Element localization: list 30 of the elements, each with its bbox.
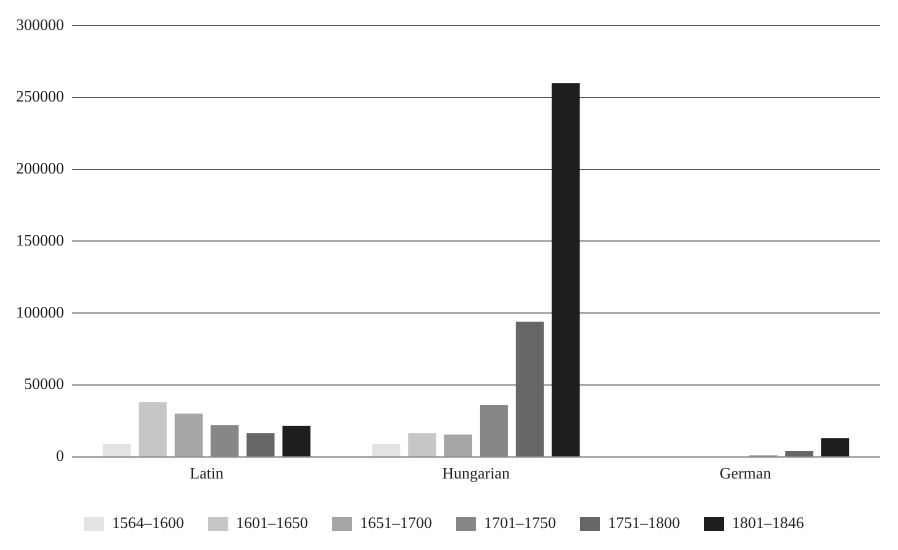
bar	[785, 451, 814, 456]
bar	[372, 444, 400, 456]
bar	[282, 426, 310, 456]
x-tick-label: Latin	[190, 466, 224, 483]
bar	[210, 425, 239, 456]
bar	[408, 433, 436, 456]
y-tick-label: 50000	[24, 376, 64, 394]
y-tick-label: 300000	[16, 16, 64, 34]
legend-label: 1564–1600	[112, 515, 184, 532]
y-tick-label: 100000	[16, 304, 64, 322]
y-tick-label: 0	[56, 448, 64, 466]
legend-label: 1701–1750	[484, 515, 556, 532]
x-tick-label: Hungarian	[442, 466, 510, 483]
bar	[174, 414, 203, 456]
legend-label: 1651–1700	[360, 515, 432, 532]
x-tick-label: German	[720, 466, 772, 483]
bar	[102, 444, 131, 456]
bar	[552, 83, 580, 456]
legend-label: 1801–1846	[732, 515, 804, 532]
bar	[246, 433, 275, 456]
y-tick-label: 250000	[16, 88, 64, 106]
y-tick-label: 150000	[16, 232, 64, 250]
bar	[516, 322, 544, 456]
legend-label: 1601–1650	[236, 515, 308, 532]
legend-label: 1751–1800	[608, 515, 680, 532]
bar	[444, 434, 472, 456]
bar	[138, 402, 167, 456]
y-tick-label: 200000	[16, 160, 64, 178]
bar	[821, 438, 850, 456]
bar	[480, 405, 508, 456]
